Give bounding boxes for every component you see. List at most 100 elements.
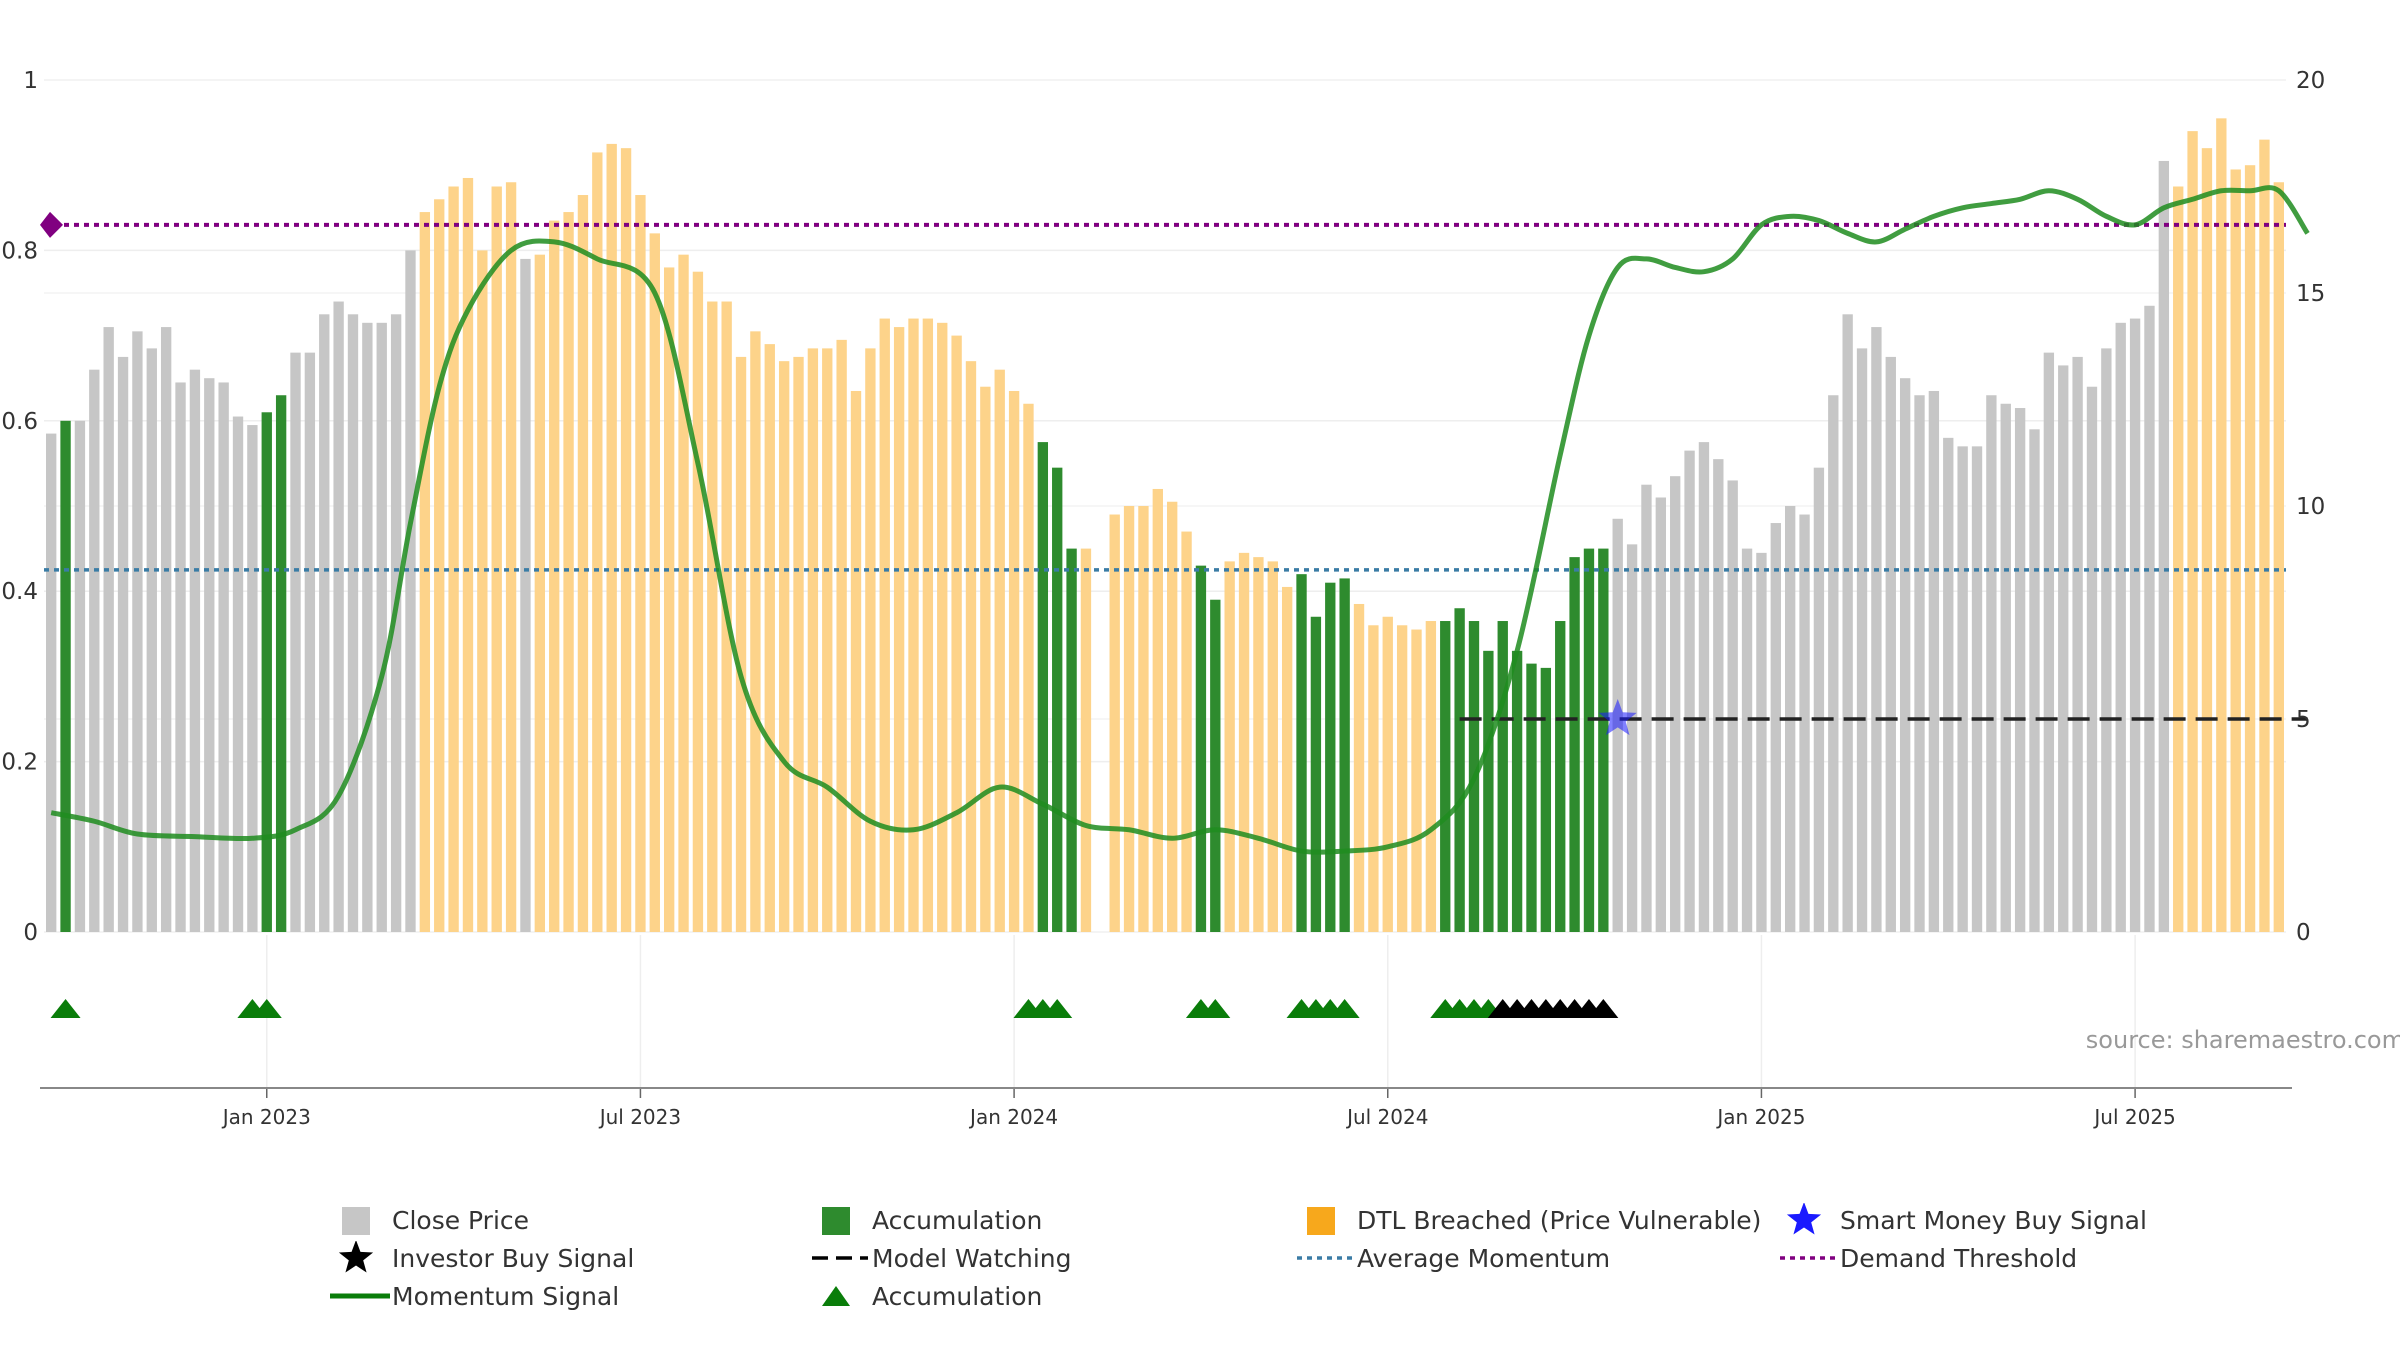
dtl-breached-bar	[419, 212, 431, 932]
dtl-breached-bar	[477, 250, 488, 932]
accumulation-marker	[1200, 999, 1231, 1018]
close-price-bar	[1828, 395, 1839, 932]
close-price-bar	[247, 425, 258, 932]
close-price-bar	[1655, 497, 1667, 932]
accumulation-bar	[275, 395, 287, 932]
x-tick-label: Jan 2023	[221, 1105, 311, 1129]
dtl-breached-bar	[908, 318, 919, 932]
dtl-breached-bar	[1224, 561, 1235, 932]
accumulation-bar	[1210, 599, 1221, 932]
dtl-breached-bar	[1353, 603, 1365, 932]
dtl-breached-bar	[1253, 557, 1264, 932]
y-right-tick-label: 15	[2296, 281, 2325, 307]
dtl-breached-bar	[1181, 531, 1192, 932]
dtl-breached-bar	[620, 148, 632, 932]
dtl-breached-bar	[2259, 139, 2270, 932]
dtl-breached-bar	[1382, 616, 1393, 932]
close-price-bar	[1641, 484, 1652, 932]
close-price-bar	[2129, 318, 2141, 932]
close-price-bar	[1727, 480, 1738, 932]
close-price-bar	[1899, 378, 1911, 932]
close-price-bar	[2101, 348, 2112, 932]
accumulation-marker	[251, 999, 282, 1018]
dtl-breached-bar	[707, 301, 718, 932]
close-price-bar	[2144, 305, 2155, 932]
dtl-breached-bar	[937, 322, 948, 932]
momentum-signal-line	[50, 185, 2310, 855]
accumulation-bar	[1526, 663, 1537, 932]
y-right-tick-label: 20	[2296, 68, 2325, 94]
dtl-breached-bar	[994, 369, 1005, 932]
accumulation-bar	[1339, 578, 1350, 932]
accumulation-bar	[1454, 608, 1465, 932]
close-price-bar	[1871, 327, 1882, 933]
dtl-breached-bar	[1411, 629, 1422, 932]
close-price-bar	[1971, 446, 1983, 932]
dtl-breached-bar	[534, 254, 546, 932]
close-price-bar	[1885, 356, 1896, 932]
smart-money-buy-star	[1598, 699, 1637, 736]
dtl-breached-bar	[462, 177, 474, 933]
dtl-breached-bar	[678, 254, 689, 932]
dtl-breached-bar	[649, 233, 660, 933]
dtl-breached-bar	[1152, 488, 1163, 932]
accumulation-bar	[1310, 616, 1322, 932]
dtl-breached-bar	[793, 356, 804, 932]
dtl-breached-bar	[2187, 131, 2198, 932]
x-tick-label: Jan 2025	[1715, 1105, 1805, 1129]
close-price-bar	[232, 416, 244, 932]
close-price-bar	[2072, 356, 2083, 932]
close-price-bar	[175, 382, 186, 933]
accumulation-bar	[60, 420, 71, 932]
close-price-bar	[390, 314, 402, 932]
grid	[44, 79, 2286, 1088]
dtl-breached-bar	[750, 331, 761, 933]
close-price-bar	[1813, 467, 1825, 932]
close-price-bar	[290, 352, 301, 932]
close-price-bar	[1957, 446, 1968, 932]
dtl-breached-bar	[922, 318, 934, 932]
close-price-bar	[333, 301, 344, 932]
accumulation-bar	[1497, 621, 1508, 932]
close-price-bar	[2029, 429, 2040, 932]
dtl-breached-bar	[980, 386, 991, 933]
dtl-breached-bar	[577, 195, 589, 932]
close-price-bar	[2014, 408, 2026, 932]
dtl-breached-bar	[778, 361, 790, 932]
dtl-breached-bar	[1080, 548, 1092, 932]
close-price-bar	[46, 433, 57, 932]
close-price-bar	[1756, 552, 1767, 932]
close-price-bar	[2086, 386, 2098, 933]
close-price-bar	[189, 369, 201, 932]
close-price-bar	[520, 258, 531, 932]
close-price-bar	[146, 348, 157, 932]
y-right-tick-label: 5	[2296, 707, 2311, 733]
close-price-bar	[376, 322, 387, 932]
dtl-breached-bar	[735, 356, 747, 932]
accumulation-bar	[1555, 621, 1566, 932]
dtl-breached-bar	[606, 143, 617, 932]
dtl-breached-bar	[951, 335, 962, 933]
close-price-bar	[1684, 450, 1695, 932]
close-price-bar	[117, 356, 129, 932]
accumulation-bar	[1569, 557, 1580, 932]
dtl-breached-bar	[836, 339, 847, 932]
dtl-breached-bar	[1281, 586, 1293, 932]
y-left-tick-label: 0	[23, 920, 38, 946]
dtl-breached-bar	[1123, 506, 1135, 932]
x-tick-label: Jan 2024	[968, 1105, 1058, 1129]
dtl-breached-bar	[1138, 506, 1149, 932]
dtl-breached-bar	[1396, 625, 1408, 932]
close-price-bar	[2000, 403, 2011, 932]
dtl-breached-bar	[965, 361, 977, 932]
close-price-bar	[132, 331, 143, 933]
dtl-breached-bar	[563, 212, 574, 932]
close-price-bar	[89, 369, 100, 932]
close-price-bar	[2115, 322, 2126, 932]
close-price-bar	[1799, 514, 1810, 932]
accumulation-bar	[1296, 574, 1307, 932]
dtl-breached-bar	[764, 344, 775, 932]
investor-buy-marker	[1588, 999, 1619, 1018]
close-price-bar	[160, 327, 172, 933]
